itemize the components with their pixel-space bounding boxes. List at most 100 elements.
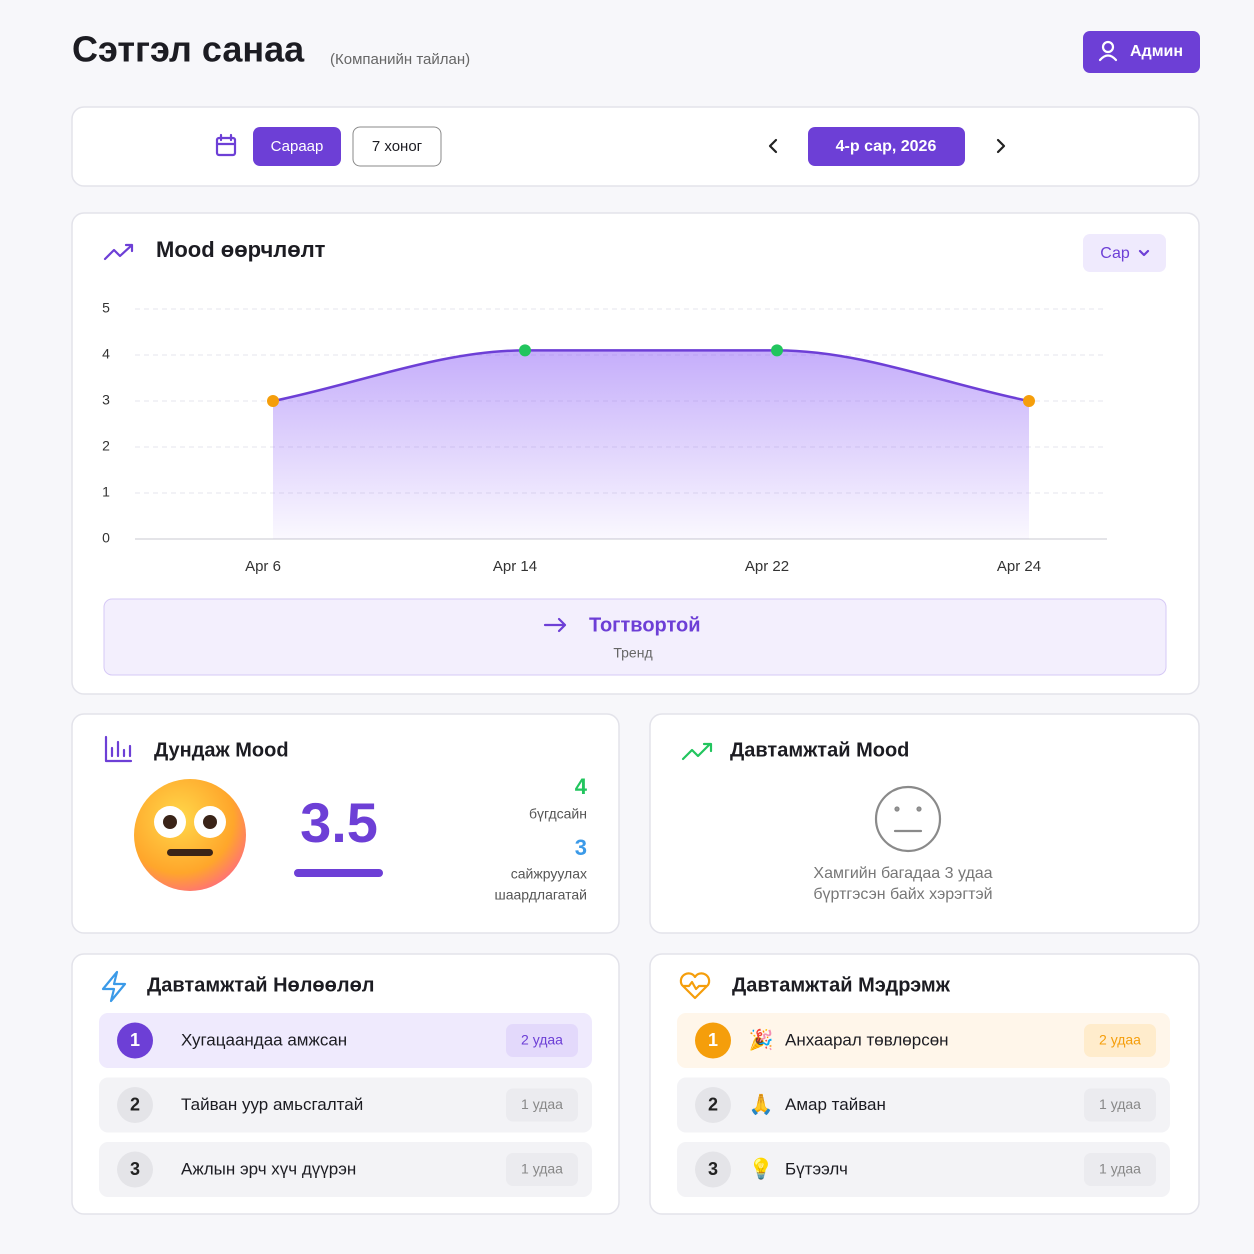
monthly-button[interactable]: Сараар — [253, 127, 341, 166]
neutral-face-icon — [874, 785, 942, 853]
rank-number: 3 — [708, 1159, 718, 1179]
page-subtitle: (Компанийн тайлан) — [330, 51, 470, 68]
list-row[interactable]: 1 🎉 Анхаарал төвлөрсөн 2 удаа — [677, 1013, 1170, 1068]
influences-title: Давтамжтай Нөлөөлөл — [147, 974, 375, 996]
row-label: Амар тайван — [785, 1095, 886, 1114]
y-tick-label: 2 — [102, 438, 110, 454]
count-label: 1 удаа — [521, 1161, 563, 1177]
point — [267, 395, 279, 407]
list-row[interactable]: 2 Тайван уур амьсгалтай 1 удаа — [99, 1077, 592, 1133]
row-label: Анхаарал төвлөрсөн — [785, 1030, 949, 1049]
weekly-label: 7 хоног — [372, 138, 423, 155]
row-icon: 🙏 — [749, 1093, 774, 1116]
count-label: 2 удаа — [521, 1032, 563, 1048]
row-icon: 🎉 — [749, 1027, 774, 1051]
heart-icon — [679, 972, 711, 1000]
good-count: 4 — [575, 774, 588, 799]
x-tick-label: Apr 24 — [997, 558, 1041, 575]
rank-number: 1 — [708, 1030, 718, 1050]
list-row[interactable]: 1 Хугацаандаа амжсан 2 удаа — [99, 1013, 592, 1068]
point — [519, 344, 531, 357]
frequent-mood-card — [649, 713, 1200, 934]
trend-icon — [103, 243, 134, 261]
improve-label: сайжруулах — [511, 866, 587, 882]
y-tick-label: 0 — [102, 530, 110, 546]
count-badge — [1084, 1153, 1156, 1186]
average-value: 3.5 — [300, 791, 378, 854]
y-tick-label: 3 — [102, 392, 110, 408]
trend-icon — [681, 742, 713, 761]
bar-icon — [104, 735, 133, 763]
list-row[interactable]: 2 🙏 Амар тайван 1 удаа — [677, 1077, 1170, 1133]
prev-button[interactable] — [768, 138, 778, 154]
weekly-button[interactable]: 7 хоног — [352, 126, 442, 167]
trend-box — [103, 598, 1167, 676]
chart-title: Mood өөрчлөлт — [156, 237, 326, 262]
y-tick-label: 1 — [102, 484, 110, 500]
mood-emoji — [134, 779, 246, 891]
frequent-mood-message: Хамгийн багадаа 3 удаа — [813, 865, 992, 882]
point — [1023, 395, 1035, 407]
calendar-icon — [215, 133, 237, 157]
toolbar-card — [71, 106, 1200, 187]
row-background — [99, 1013, 592, 1068]
list-row[interactable]: 3 💡 Бүтээлч 1 удаа — [677, 1142, 1170, 1197]
count-badge — [1084, 1088, 1156, 1122]
improve-label: шаардлагатай — [494, 887, 587, 903]
page-title: Сэтгэл санаа — [72, 29, 305, 70]
count-label: 2 удаа — [1099, 1032, 1141, 1048]
row-background — [99, 1077, 592, 1133]
row-label: Бүтээлч — [785, 1159, 848, 1178]
rank-number: 2 — [130, 1094, 140, 1114]
count-badge — [506, 1153, 578, 1186]
average-underline — [294, 869, 383, 877]
count-badge — [506, 1088, 578, 1122]
rank-number: 3 — [130, 1159, 140, 1179]
good-label: бүгдсайн — [529, 806, 587, 822]
count-badge — [1084, 1024, 1156, 1057]
y-tick-label: 5 — [102, 300, 110, 316]
period-button[interactable]: 4-р сар, 2026 — [808, 127, 965, 166]
row-label: Хугацаандаа амжсан — [181, 1030, 347, 1049]
frequent-mood-message: бүртгэсэн байх хэрэгтэй — [813, 886, 992, 903]
trend-caption: Тренд — [613, 645, 652, 661]
row-icon: 💡 — [749, 1156, 774, 1180]
lightning-icon — [101, 970, 127, 1003]
improve-count: 3 — [575, 835, 587, 860]
monthly-label: Сараар — [271, 138, 324, 155]
count-label: 1 удаа — [1099, 1096, 1141, 1112]
rank-badge — [695, 1022, 731, 1059]
point — [771, 344, 783, 357]
y-tick-label: 4 — [102, 346, 110, 362]
x-tick-label: Apr 22 — [745, 558, 789, 575]
period-select-label: Сар — [1100, 245, 1130, 262]
rank-number: 2 — [708, 1094, 718, 1114]
feelings-title: Давтамжтай Мэдрэмж — [732, 974, 951, 996]
row-label: Тайван уур амьсгалтай — [181, 1095, 363, 1114]
count-label: 1 удаа — [1099, 1161, 1141, 1177]
line — [272, 349, 1030, 403]
rank-badge — [695, 1151, 731, 1188]
area — [273, 350, 1029, 539]
admin-label: Админ — [1130, 43, 1183, 60]
rank-badge — [117, 1087, 153, 1123]
trend-arrow — [543, 617, 567, 633]
next-button[interactable] — [996, 138, 1006, 154]
plot: 0 1 2 3 4 5 Apr 6 Apr 14 Apr 22 Apr 24 — [102, 300, 1107, 575]
row-background — [99, 1142, 592, 1197]
trend-label: Тогтвортой — [589, 614, 701, 636]
admin-button[interactable]: Админ — [1083, 31, 1200, 73]
rank-badge — [695, 1087, 731, 1123]
list-row[interactable]: 3 Ажлын эрч хүч дүүрэн 1 удаа — [99, 1142, 592, 1197]
row-background — [677, 1013, 1170, 1068]
count-badge — [506, 1024, 578, 1057]
x-tick-label: Apr 6 — [245, 558, 281, 575]
average-title: Дундаж Mood — [154, 739, 289, 761]
row-background — [677, 1077, 1170, 1133]
period-label: 4-р сар, 2026 — [836, 138, 937, 155]
x-tick-label: Apr 14 — [493, 558, 537, 575]
period-select[interactable]: Сар — [1083, 234, 1166, 272]
rank-badge — [117, 1151, 153, 1188]
row-background — [677, 1142, 1170, 1197]
